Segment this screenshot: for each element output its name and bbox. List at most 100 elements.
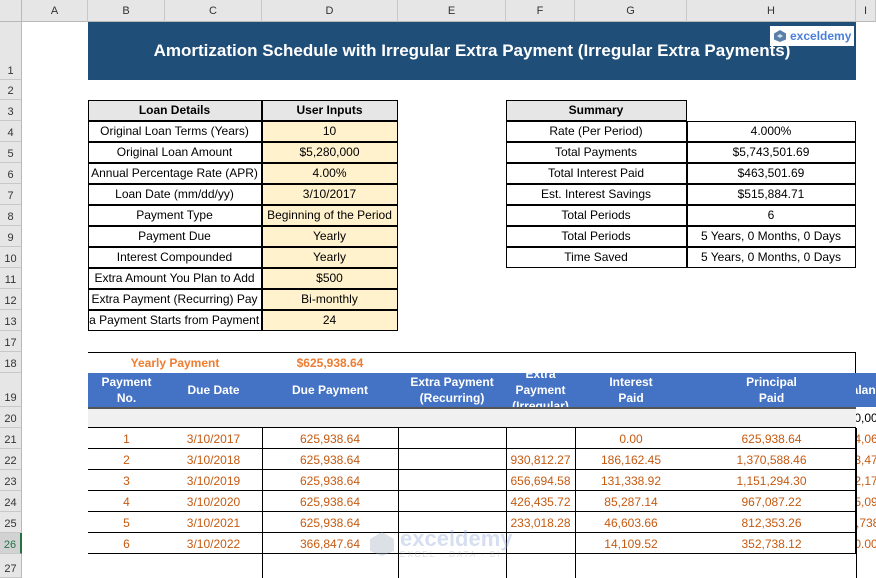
schedule-cell[interactable]: 625,938.64: [299, 473, 361, 488]
row-header[interactable]: 19: [0, 373, 22, 407]
row-header[interactable]: 12: [0, 289, 22, 310]
loan-detail-label[interactable]: Payment Due: [87, 225, 262, 247]
schedule-cell[interactable]: 967,087.22: [741, 494, 802, 509]
loan-detail-label[interactable]: Extra Amount You Plan to Add: [87, 267, 262, 289]
summary-header[interactable]: Summary: [505, 99, 687, 121]
schedule-cell[interactable]: 625,938.64: [299, 494, 361, 509]
row-header[interactable]: 7: [0, 184, 22, 205]
row-header[interactable]: 3: [0, 100, 22, 121]
summary-label[interactable]: Rate (Per Period): [505, 120, 687, 142]
schedule-cell[interactable]: 1,165,091.38: [856, 494, 876, 509]
row-header[interactable]: 8: [0, 205, 22, 226]
row-header[interactable]: 5: [0, 142, 22, 163]
schedule-column-header[interactable]: Extra Payment (Recurring): [398, 373, 506, 407]
user-inputs-header[interactable]: User Inputs: [261, 99, 398, 121]
row-header[interactable]: 6: [0, 163, 22, 184]
row-header[interactable]: 25: [0, 512, 22, 533]
schedule-cell[interactable]: 2,132,178.60: [856, 473, 876, 488]
loan-detail-label[interactable]: Original Loan Terms (Years): [87, 120, 262, 142]
column-header[interactable]: H: [687, 0, 856, 22]
loan-detail-input[interactable]: Yearly: [261, 225, 398, 247]
loan-detail-input[interactable]: 3/10/2017: [261, 183, 398, 205]
yearly-payment-label[interactable]: Yearly Payment: [130, 355, 220, 370]
row-header[interactable]: 10: [0, 247, 22, 268]
schedule-cell[interactable]: 930,812.27: [510, 452, 571, 467]
loan-detail-label[interactable]: Interest Compounded: [87, 246, 262, 268]
schedule-cell[interactable]: [398, 449, 506, 470]
row-header[interactable]: 23: [0, 470, 22, 491]
schedule-cell[interactable]: 4,654,061.36: [856, 431, 876, 446]
schedule-cell[interactable]: 0.00: [619, 431, 643, 446]
schedule-cell[interactable]: 4: [123, 494, 130, 509]
schedule-cell[interactable]: [398, 470, 506, 491]
row-header[interactable]: 9: [0, 226, 22, 247]
schedule-cell[interactable]: 3/10/2018: [186, 452, 241, 467]
schedule-cell[interactable]: 46,603.66: [604, 515, 658, 530]
column-header[interactable]: B: [88, 0, 165, 22]
loan-detail-label[interactable]: Annual Percentage Rate (APR): [87, 162, 262, 184]
schedule-cell[interactable]: [506, 428, 575, 449]
summary-label[interactable]: Total Periods: [505, 204, 687, 226]
loan-details-header[interactable]: Loan Details: [87, 99, 262, 121]
column-header[interactable]: E: [398, 0, 506, 22]
loan-detail-label[interactable]: Original Loan Amount: [87, 141, 262, 163]
loan-detail-input[interactable]: 10: [261, 120, 398, 142]
schedule-cell[interactable]: 625,938.64: [299, 452, 361, 467]
summary-label[interactable]: Est. Interest Savings: [505, 183, 687, 205]
loan-detail-input[interactable]: $500: [261, 267, 398, 289]
schedule-column-header[interactable]: Principal Paid: [687, 373, 856, 407]
schedule-cell[interactable]: [506, 533, 575, 554]
schedule-cell[interactable]: [398, 533, 506, 554]
schedule-column-header[interactable]: Due Payment: [262, 373, 398, 407]
column-header[interactable]: F: [506, 0, 575, 22]
schedule-cell[interactable]: 85,287.14: [604, 494, 658, 509]
column-header[interactable]: C: [165, 0, 262, 22]
column-header[interactable]: D: [262, 0, 398, 22]
row-header[interactable]: 26: [0, 533, 22, 554]
loan-detail-input[interactable]: 4.00%: [261, 162, 398, 184]
yearly-payment-value[interactable]: $625,938.64: [296, 355, 364, 370]
loan-detail-label[interactable]: Extra Payment Starts from Payment No.: [87, 309, 262, 331]
row-header[interactable]: 17: [0, 331, 22, 352]
schedule-cell[interactable]: 2: [123, 452, 130, 467]
schedule-cell[interactable]: 625,938.64: [299, 515, 361, 530]
column-header[interactable]: I: [856, 0, 876, 22]
summary-value[interactable]: 6: [686, 204, 856, 226]
row-header[interactable]: 4: [0, 121, 22, 142]
schedule-cell[interactable]: 3/10/2021: [186, 515, 241, 530]
summary-value[interactable]: $515,884.71: [686, 183, 856, 205]
row-header[interactable]: 20: [0, 407, 22, 428]
row-header[interactable]: 24: [0, 491, 22, 512]
row-header[interactable]: 21: [0, 428, 22, 449]
schedule-cell[interactable]: 3/10/2020: [186, 494, 241, 509]
schedule-cell[interactable]: 0.00: [856, 536, 876, 551]
schedule-cell[interactable]: 3: [123, 473, 130, 488]
column-header[interactable]: G: [575, 0, 687, 22]
summary-value[interactable]: 4.000%: [686, 120, 856, 142]
schedule-cell[interactable]: 233,018.28: [510, 515, 571, 530]
schedule-cell[interactable]: 625,938.64: [299, 431, 361, 446]
row-header[interactable]: 11: [0, 268, 22, 289]
schedule-cell[interactable]: 1,151,294.30: [736, 473, 807, 488]
loan-detail-input[interactable]: Bi-monthly: [261, 288, 398, 310]
schedule-cell[interactable]: 3/10/2017: [186, 431, 241, 446]
loan-detail-input[interactable]: 24: [261, 309, 398, 331]
select-all-corner[interactable]: [0, 0, 22, 22]
schedule-column-header[interactable]: Extra Payment (Irregular): [506, 373, 575, 407]
row-header[interactable]: 18: [0, 352, 22, 373]
schedule-cell[interactable]: 6: [123, 536, 130, 551]
summary-value[interactable]: 5 Years, 0 Months, 0 Days: [686, 246, 856, 268]
summary-label[interactable]: Time Saved: [505, 246, 687, 268]
row-header[interactable]: 13: [0, 310, 22, 331]
row-header[interactable]: 22: [0, 449, 22, 470]
row-header[interactable]: 27: [0, 554, 22, 578]
summary-value[interactable]: 5 Years, 0 Months, 0 Days: [686, 225, 856, 247]
loan-detail-input[interactable]: $5,280,000: [261, 141, 398, 163]
schedule-cell[interactable]: 14,109.52: [604, 536, 658, 551]
summary-label[interactable]: Total Periods: [505, 225, 687, 247]
column-header[interactable]: A: [22, 0, 88, 22]
row-header[interactable]: 2: [0, 80, 22, 100]
schedule-cell[interactable]: 3/10/2022: [186, 536, 241, 551]
schedule-cell[interactable]: 366,847.64: [299, 536, 361, 551]
loan-detail-input[interactable]: Yearly: [261, 246, 398, 268]
